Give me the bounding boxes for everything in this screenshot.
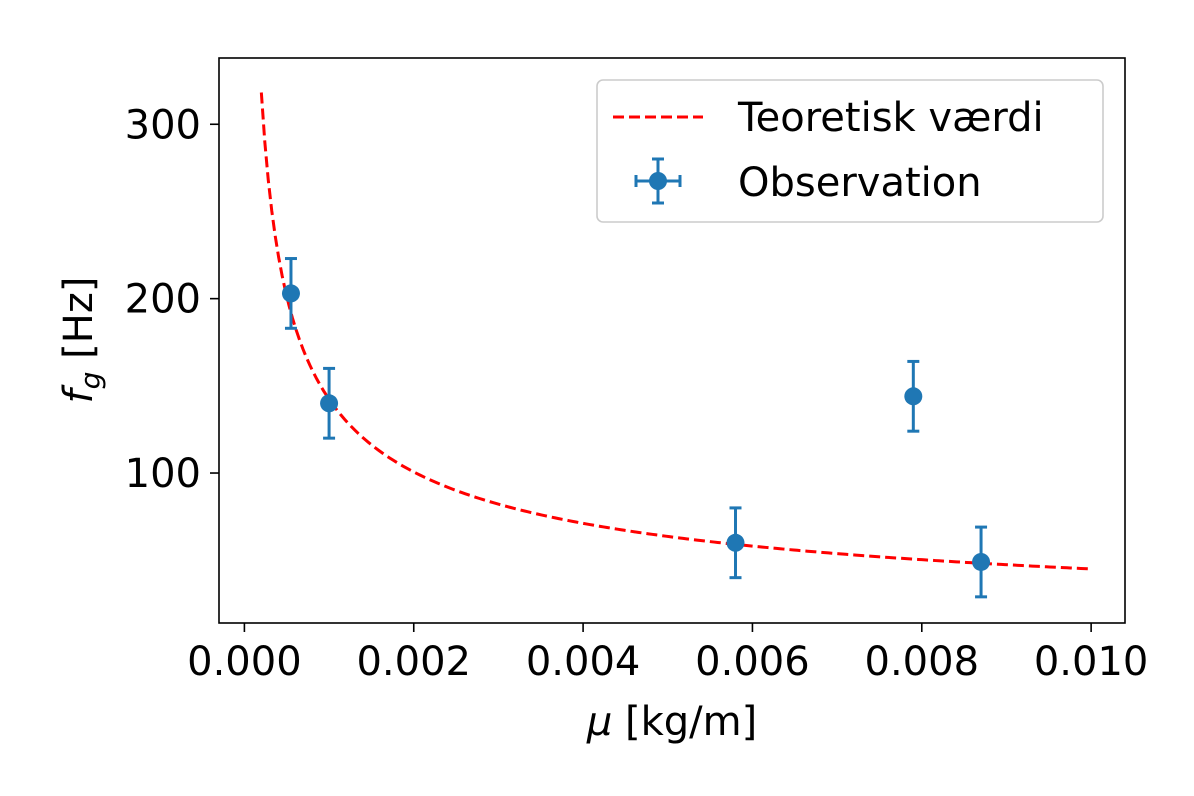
legend: Teoretisk værdi Observation: [596, 79, 1104, 223]
data-point: [726, 533, 745, 552]
x-tick-label: 0.002: [356, 639, 471, 685]
data-point: [281, 284, 300, 303]
y-axis-unit: [Hz]: [56, 277, 102, 372]
series-layer: [259, 92, 1092, 599]
x-axis-symbol: μ: [586, 699, 612, 745]
observation-point: [972, 525, 991, 599]
x-axis-unit: [kg/m]: [612, 699, 757, 745]
x-axis: 0.000 0.002 0.004 0.006 0.008 0.010: [187, 623, 1148, 685]
legend-marker-observation: [634, 157, 682, 205]
x-tick-label: 0.000: [187, 639, 302, 685]
plot-frame: [218, 57, 1126, 624]
legend-label-observation: Observation: [738, 160, 982, 206]
x-tick-label: 0.008: [865, 639, 980, 685]
data-point: [904, 387, 923, 406]
y-axis-subscript: g: [74, 372, 107, 390]
data-point: [320, 394, 339, 413]
y-tick-label: 300: [125, 102, 201, 148]
x-tick-label: 0.006: [695, 639, 810, 685]
observation-point: [904, 359, 923, 433]
observation-point: [726, 506, 745, 580]
legend-label-theory: Teoretisk værdi: [737, 95, 1044, 141]
x-axis-label: μ [kg/m]: [586, 699, 757, 745]
y-tick-label: 200: [125, 277, 201, 323]
y-axis-label: fg [Hz]: [56, 277, 107, 404]
series-line-theory: [259, 92, 1092, 571]
observation-point: [281, 257, 300, 330]
y-tick-label: 100: [125, 451, 201, 497]
x-tick-label: 0.004: [526, 639, 641, 685]
legend-frame: [596, 79, 1104, 223]
data-point: [972, 552, 991, 571]
x-tick-label: 0.010: [1034, 639, 1149, 685]
observation-point: [320, 366, 339, 440]
y-axis: 100 200 300: [125, 102, 219, 497]
